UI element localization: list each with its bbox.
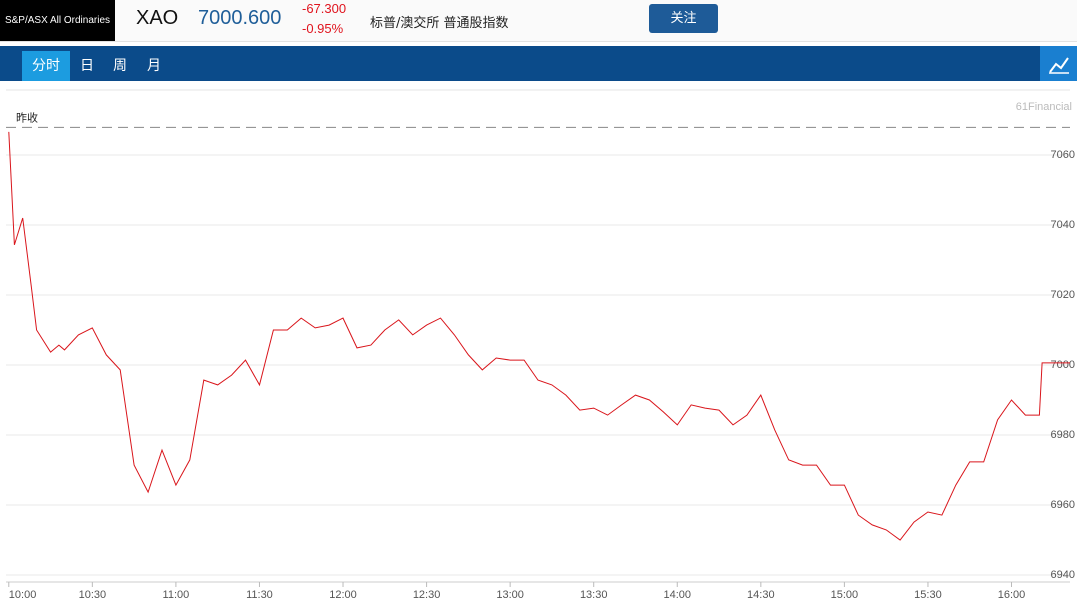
x-tick-label: 13:30 (580, 589, 608, 601)
y-tick-label: 7000 (1051, 359, 1075, 371)
tab[interactable]: 日 (80, 58, 94, 74)
x-tick-label: 14:30 (747, 589, 775, 601)
x-tick-label: 14:00 (664, 589, 692, 601)
y-tick-label: 7060 (1051, 149, 1075, 161)
x-tick-label: 12:30 (413, 589, 441, 601)
x-tick-label: 10:30 (79, 589, 107, 601)
tab[interactable]: 周 (113, 58, 127, 74)
price-line (8, 131, 1070, 541)
x-tick-label: 15:00 (831, 589, 859, 601)
tab-bar: 分时 日 周 月 (0, 46, 1077, 81)
x-tick-label: 13:00 (496, 589, 524, 601)
tab[interactable]: 月 (147, 58, 161, 74)
reference-label: 昨收 (16, 110, 38, 124)
x-tick-label: 10:00 (9, 589, 37, 601)
y-tick-label: 6980 (1051, 429, 1075, 441)
y-tick-label: 7040 (1051, 219, 1075, 231)
change-pct: -0.95% (302, 21, 344, 36)
x-tick-label: 12:00 (329, 589, 357, 601)
chart-type-button[interactable] (1040, 46, 1077, 81)
y-tick-label: 6940 (1051, 569, 1075, 581)
x-tick-label: 16:00 (998, 589, 1026, 601)
x-tick-label: 15:30 (914, 589, 942, 601)
header: S&P/ASX All Ordinaries XAO 7000.600 -67.… (0, 0, 1077, 42)
y-tick-label: 7020 (1051, 289, 1075, 301)
price: 7000.600 (198, 7, 282, 29)
tab[interactable]: 分时 (22, 51, 70, 81)
logo: S&P/ASX All Ordinaries (0, 0, 115, 41)
y-tick-label: 6960 (1051, 499, 1075, 511)
watermark: 61Financial (1016, 101, 1072, 113)
index-name: 标普/澳交所 普通股指数 (370, 16, 509, 31)
change: -67.300 (302, 1, 347, 16)
follow-button[interactable]: 关注 (649, 4, 718, 33)
symbol: XAO (136, 7, 179, 29)
x-tick-label: 11:30 (246, 589, 273, 601)
chart: 61Financial 6940 6960 6980 7000 7020 7040 7060… (6, 89, 1075, 601)
chart-icon (1049, 57, 1069, 74)
x-tick-label: 11:00 (163, 589, 190, 601)
